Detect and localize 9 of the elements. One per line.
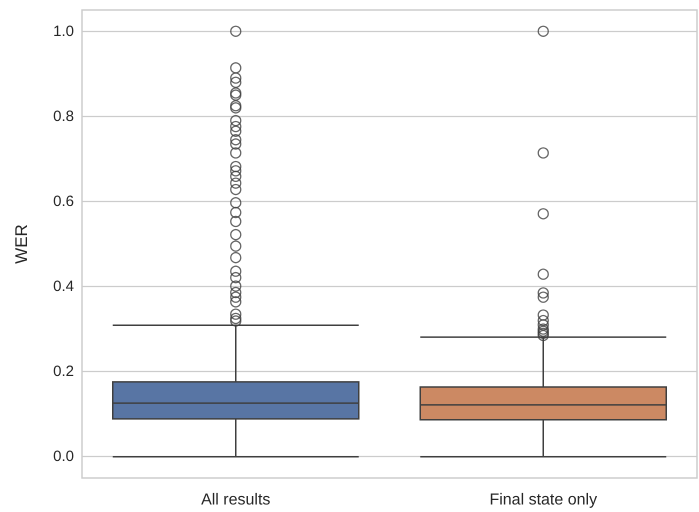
y-tick-label: 0.4: [53, 278, 74, 296]
y-axis-title: WER: [12, 224, 31, 264]
y-tick-label: 0.8: [53, 108, 74, 125]
x-tick-label: Final state only: [489, 492, 598, 508]
y-tick-label: 0.2: [53, 363, 74, 380]
y-tick-label: 1.0: [53, 22, 74, 40]
y-tick-label: 0.6: [53, 192, 74, 210]
x-tick-label: All results: [201, 492, 270, 508]
y-tick-label: 0.0: [53, 448, 74, 466]
